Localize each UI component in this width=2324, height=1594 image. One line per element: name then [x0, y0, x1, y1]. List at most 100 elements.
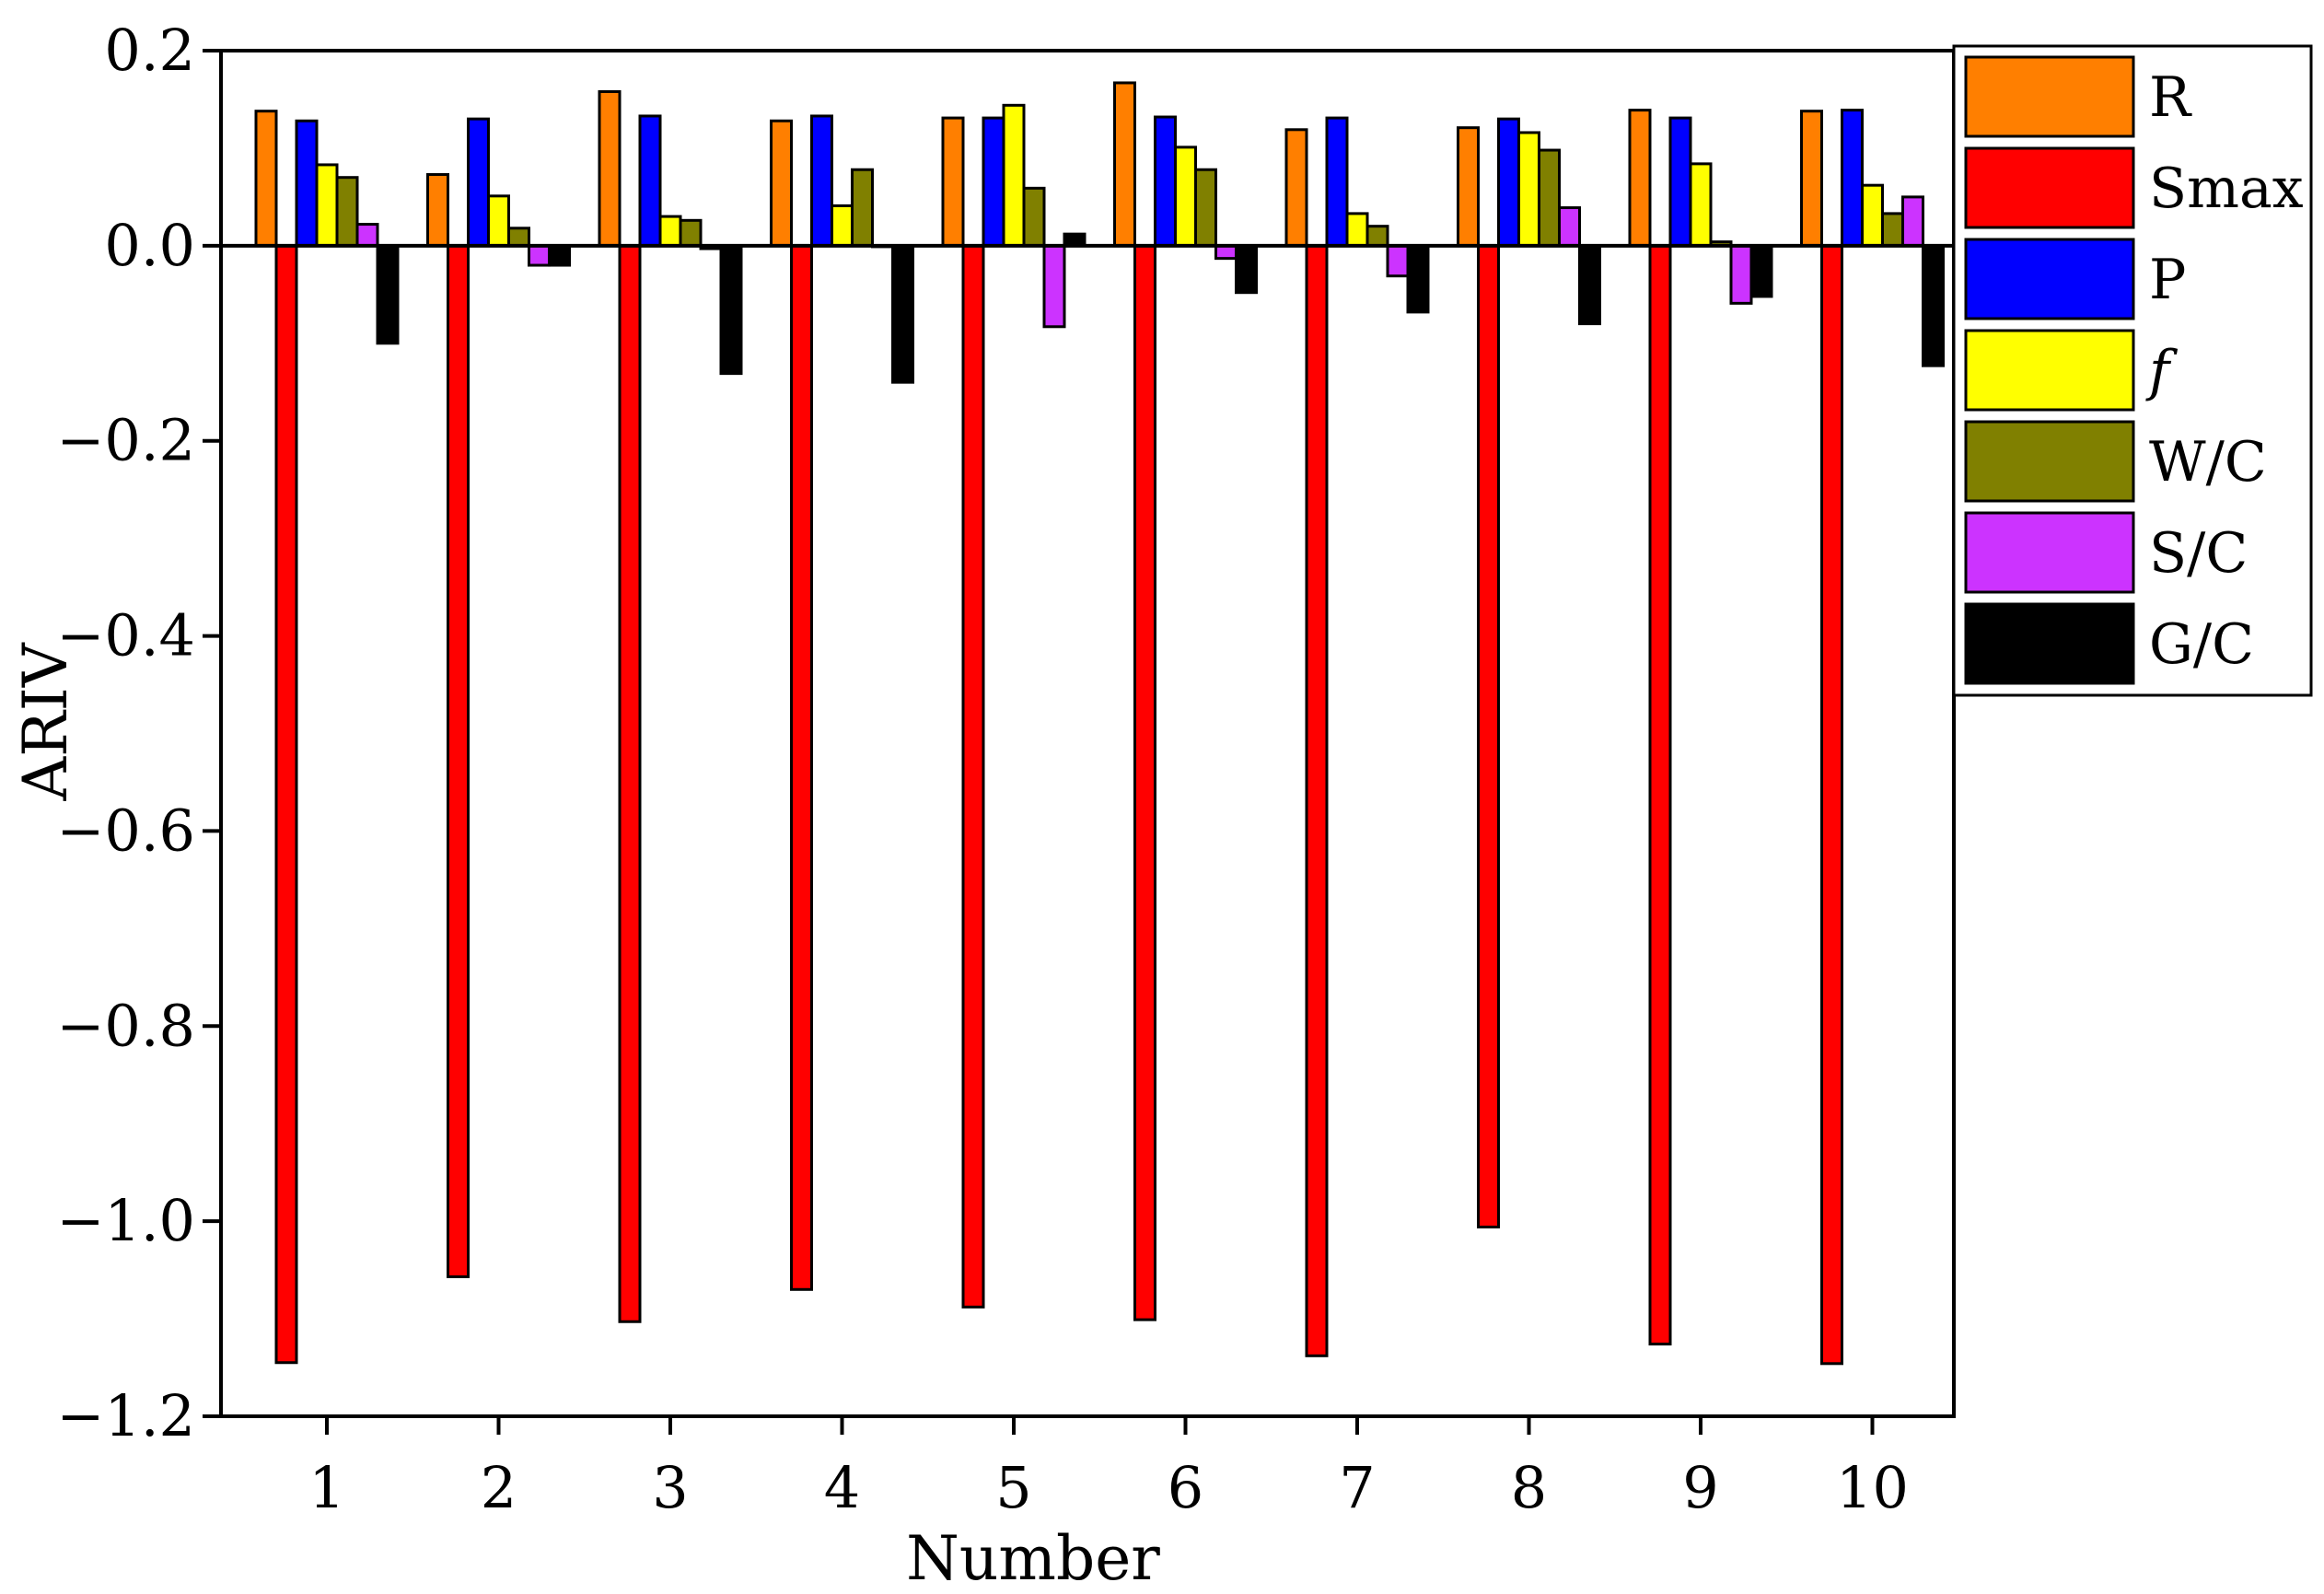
x-tick-label: 4 [824, 1454, 860, 1521]
bar-p-1 [295, 119, 319, 248]
bar-f-6 [1174, 145, 1197, 248]
plot-frame [219, 49, 1956, 1418]
bar-r-7 [1284, 128, 1308, 248]
bar-smax-8 [1477, 244, 1500, 1228]
bar-w-c-10 [1881, 212, 1904, 248]
bar-smax-2 [447, 244, 470, 1279]
bar-smax-1 [274, 244, 298, 1365]
bar-smax-4 [790, 244, 813, 1291]
bar-s-c-8 [1558, 206, 1581, 248]
bar-w-c-6 [1194, 168, 1217, 248]
bar-w-c-3 [679, 218, 703, 248]
x-tick-label: 6 [1168, 1454, 1203, 1521]
bar-p-4 [810, 114, 833, 248]
bar-r-5 [941, 116, 965, 248]
bar-smax-5 [961, 244, 985, 1309]
bar-g-c-4 [891, 244, 914, 384]
x-tick-label: 7 [1339, 1454, 1375, 1521]
bar-f-3 [658, 215, 682, 248]
x-axis-title: Number [906, 1523, 1160, 1594]
legend-label: G/C [2149, 612, 2254, 677]
y-tick-label: −0.2 [56, 407, 195, 474]
bar-s-c-7 [1386, 244, 1410, 278]
bar-r-10 [1800, 110, 1823, 248]
y-tick-label: 0.2 [104, 17, 195, 84]
legend-label: R [2149, 65, 2192, 130]
bar-p-6 [1154, 115, 1177, 248]
y-tick-label: 0.0 [104, 212, 195, 279]
bar-s-c-1 [355, 223, 379, 248]
bar-w-c-8 [1538, 148, 1561, 248]
bar-p-5 [982, 116, 1005, 248]
bar-g-c-6 [1235, 244, 1258, 295]
legend-label: W/C [2149, 430, 2267, 494]
legend-swatch [1964, 238, 2135, 320]
x-tick-label: 5 [995, 1454, 1031, 1521]
bar-f-10 [1861, 183, 1884, 248]
bar-s-c-10 [1901, 195, 1924, 248]
bar-s-c-6 [1214, 244, 1238, 261]
bar-g-c-3 [719, 244, 743, 376]
bar-s-c-2 [528, 244, 551, 267]
bar-g-c-1 [376, 244, 400, 345]
bar-smax-10 [1820, 244, 1843, 1366]
bar-s-c-5 [1042, 244, 1066, 329]
bar-smax-9 [1648, 244, 1672, 1346]
bar-f-7 [1345, 212, 1369, 248]
bar-w-c-4 [851, 168, 874, 248]
bar-f-2 [487, 194, 510, 248]
x-tick-label: 1 [308, 1454, 344, 1521]
bar-p-8 [1497, 117, 1520, 248]
bar-p-7 [1325, 116, 1349, 248]
bar-f-8 [1517, 131, 1540, 248]
x-tick-label: 3 [652, 1454, 688, 1521]
bar-g-c-9 [1749, 244, 1773, 298]
x-tick-label: 8 [1511, 1454, 1547, 1521]
y-tick-label: −1.2 [56, 1382, 195, 1449]
bar-p-2 [467, 117, 490, 248]
bar-g-c-10 [1922, 244, 1945, 367]
bar-r-4 [770, 119, 793, 248]
legend-swatch [1964, 511, 2135, 594]
y-tick-label: −0.4 [56, 602, 195, 669]
legend-swatch [1964, 146, 2135, 229]
x-tick-label: 10 [1836, 1454, 1909, 1521]
bar-p-10 [1841, 109, 1864, 248]
bar-g-c-7 [1406, 244, 1430, 314]
axes-layer: 0.2 0.0 −0.2 −0.4 −0.6 −0.8 −1.0 −1.2 1 2 3 4 5 6 7 8 9 1… [56, 17, 1956, 1521]
bar-r-3 [598, 89, 622, 248]
legend-label: Smax [2149, 157, 2304, 221]
bar-p-9 [1668, 116, 1692, 248]
legend-swatch [1964, 420, 2135, 503]
bar-w-c-5 [1022, 186, 1046, 248]
legend-swatch [1964, 55, 2135, 138]
bar-r-1 [254, 110, 278, 248]
y-tick-label: −0.6 [56, 797, 195, 864]
bar-w-c-2 [507, 227, 530, 248]
bar-w-c-7 [1365, 225, 1389, 248]
bar-r-6 [1113, 81, 1136, 248]
legend-label: P [2149, 248, 2186, 312]
legend-label: S/C [2149, 521, 2248, 586]
bars-layer [254, 81, 1945, 1366]
bar-f-1 [315, 163, 339, 248]
legend-swatch [1964, 602, 2135, 685]
bar-f-5 [1002, 103, 1026, 248]
bar-f-4 [831, 204, 854, 248]
x-tick-label: 2 [481, 1454, 517, 1521]
legend-swatch [1964, 329, 2135, 412]
bar-s-c-9 [1729, 244, 1753, 305]
bar-r-2 [426, 173, 449, 248]
x-tick-label: 9 [1682, 1454, 1718, 1521]
bar-smax-7 [1305, 244, 1329, 1357]
bar-p-3 [638, 114, 662, 248]
bar-r-8 [1457, 126, 1480, 248]
y-tick-label: −0.8 [56, 992, 195, 1059]
y-tick-label: −1.0 [56, 1187, 195, 1254]
y-axis-title: ARIV [10, 642, 81, 801]
bar-g-c-8 [1578, 244, 1601, 326]
bar-w-c-1 [335, 176, 359, 248]
bar-smax-3 [618, 244, 642, 1323]
